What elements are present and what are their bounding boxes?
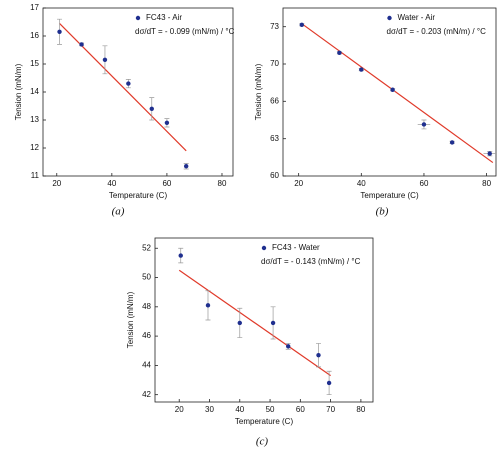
y-tick-label: 14: [30, 87, 39, 96]
data-point: [126, 81, 131, 86]
y-tick-label: 70: [270, 59, 279, 68]
plot-frame: [154, 237, 374, 403]
y-tick-label: 15: [30, 59, 39, 68]
x-tick-label: 60: [296, 405, 305, 414]
legend-label: Water - Air: [398, 13, 436, 22]
x-tick-label: 60: [162, 179, 171, 188]
caption: (a): [112, 206, 125, 218]
x-axis-label: Temperature (C): [109, 191, 168, 200]
y-tick-label: 13: [30, 115, 39, 124]
fit-line: [178, 269, 331, 377]
data-point: [79, 42, 84, 47]
y-tick-label: 60: [270, 171, 279, 180]
y-tick-label: 42: [142, 390, 151, 399]
y-axis-label: Tension (mN/m): [14, 63, 23, 120]
data-point: [316, 352, 321, 358]
plot-frame: [282, 7, 497, 177]
x-tick-label: 20: [294, 179, 303, 188]
fit-line: [301, 23, 494, 164]
x-tick-label: 70: [326, 405, 335, 414]
x-tick-label: 40: [235, 405, 244, 414]
data-point: [183, 164, 189, 169]
x-tick-label: 50: [266, 405, 275, 414]
annotation: dσ/dT = - 0.203 (mN/m) / °C: [387, 27, 487, 36]
annotation: dσ/dT = - 0.099 (mN/m) / °C: [135, 27, 235, 36]
x-tick-label: 60: [420, 179, 429, 188]
x-tick-label: 80: [482, 179, 491, 188]
data-point: [237, 320, 242, 326]
data-point: [57, 29, 62, 34]
y-axis-label: Tension (mN/m): [254, 63, 263, 120]
y-tick-label: 52: [142, 243, 151, 252]
legend-marker: [261, 245, 267, 251]
annotation: dσ/dT = - 0.143 (mN/m) / °C: [261, 257, 361, 266]
legend-label: FC43 - Air: [146, 13, 182, 22]
y-tick-label: 50: [142, 273, 151, 282]
y-tick-label: 12: [30, 143, 39, 152]
data-point: [270, 320, 276, 326]
y-tick-label: 73: [270, 22, 279, 31]
data-point: [359, 67, 364, 72]
data-point: [149, 106, 154, 112]
x-tick-label: 40: [107, 179, 116, 188]
data-point: [421, 122, 427, 127]
data-point: [205, 303, 211, 308]
x-tick-label: 20: [52, 179, 61, 188]
x-tick-label: 20: [175, 405, 184, 414]
x-tick-label: 30: [205, 405, 214, 414]
legend-marker: [135, 15, 141, 21]
x-axis-label: Temperature (C): [235, 417, 294, 426]
caption: (c): [256, 436, 269, 448]
data-point: [337, 50, 342, 55]
y-tick-label: 44: [142, 361, 151, 370]
y-tick-label: 48: [142, 302, 151, 311]
y-tick-label: 17: [30, 3, 39, 12]
data-point: [326, 380, 332, 386]
data-point: [487, 151, 492, 156]
data-point: [286, 344, 291, 349]
data-point: [390, 87, 395, 92]
data-point: [178, 253, 183, 258]
y-tick-label: 63: [270, 134, 279, 143]
fit-line: [59, 22, 187, 152]
data-point: [102, 57, 108, 62]
y-tick-label: 46: [142, 331, 151, 340]
x-tick-label: 80: [356, 405, 365, 414]
data-point: [299, 22, 304, 27]
legend-label: FC43 - Water: [272, 243, 320, 252]
data-point: [449, 140, 455, 145]
caption: (b): [376, 206, 389, 218]
x-tick-label: 40: [357, 179, 366, 188]
y-tick-label: 11: [31, 171, 40, 180]
y-tick-label: 16: [30, 31, 39, 40]
y-tick-label: 66: [270, 96, 279, 105]
data-point: [164, 120, 170, 126]
y-axis-label: Tension (mN/m): [126, 291, 135, 348]
x-axis-label: Temperature (C): [360, 191, 419, 200]
x-tick-label: 80: [218, 179, 227, 188]
legend-marker: [387, 15, 392, 21]
